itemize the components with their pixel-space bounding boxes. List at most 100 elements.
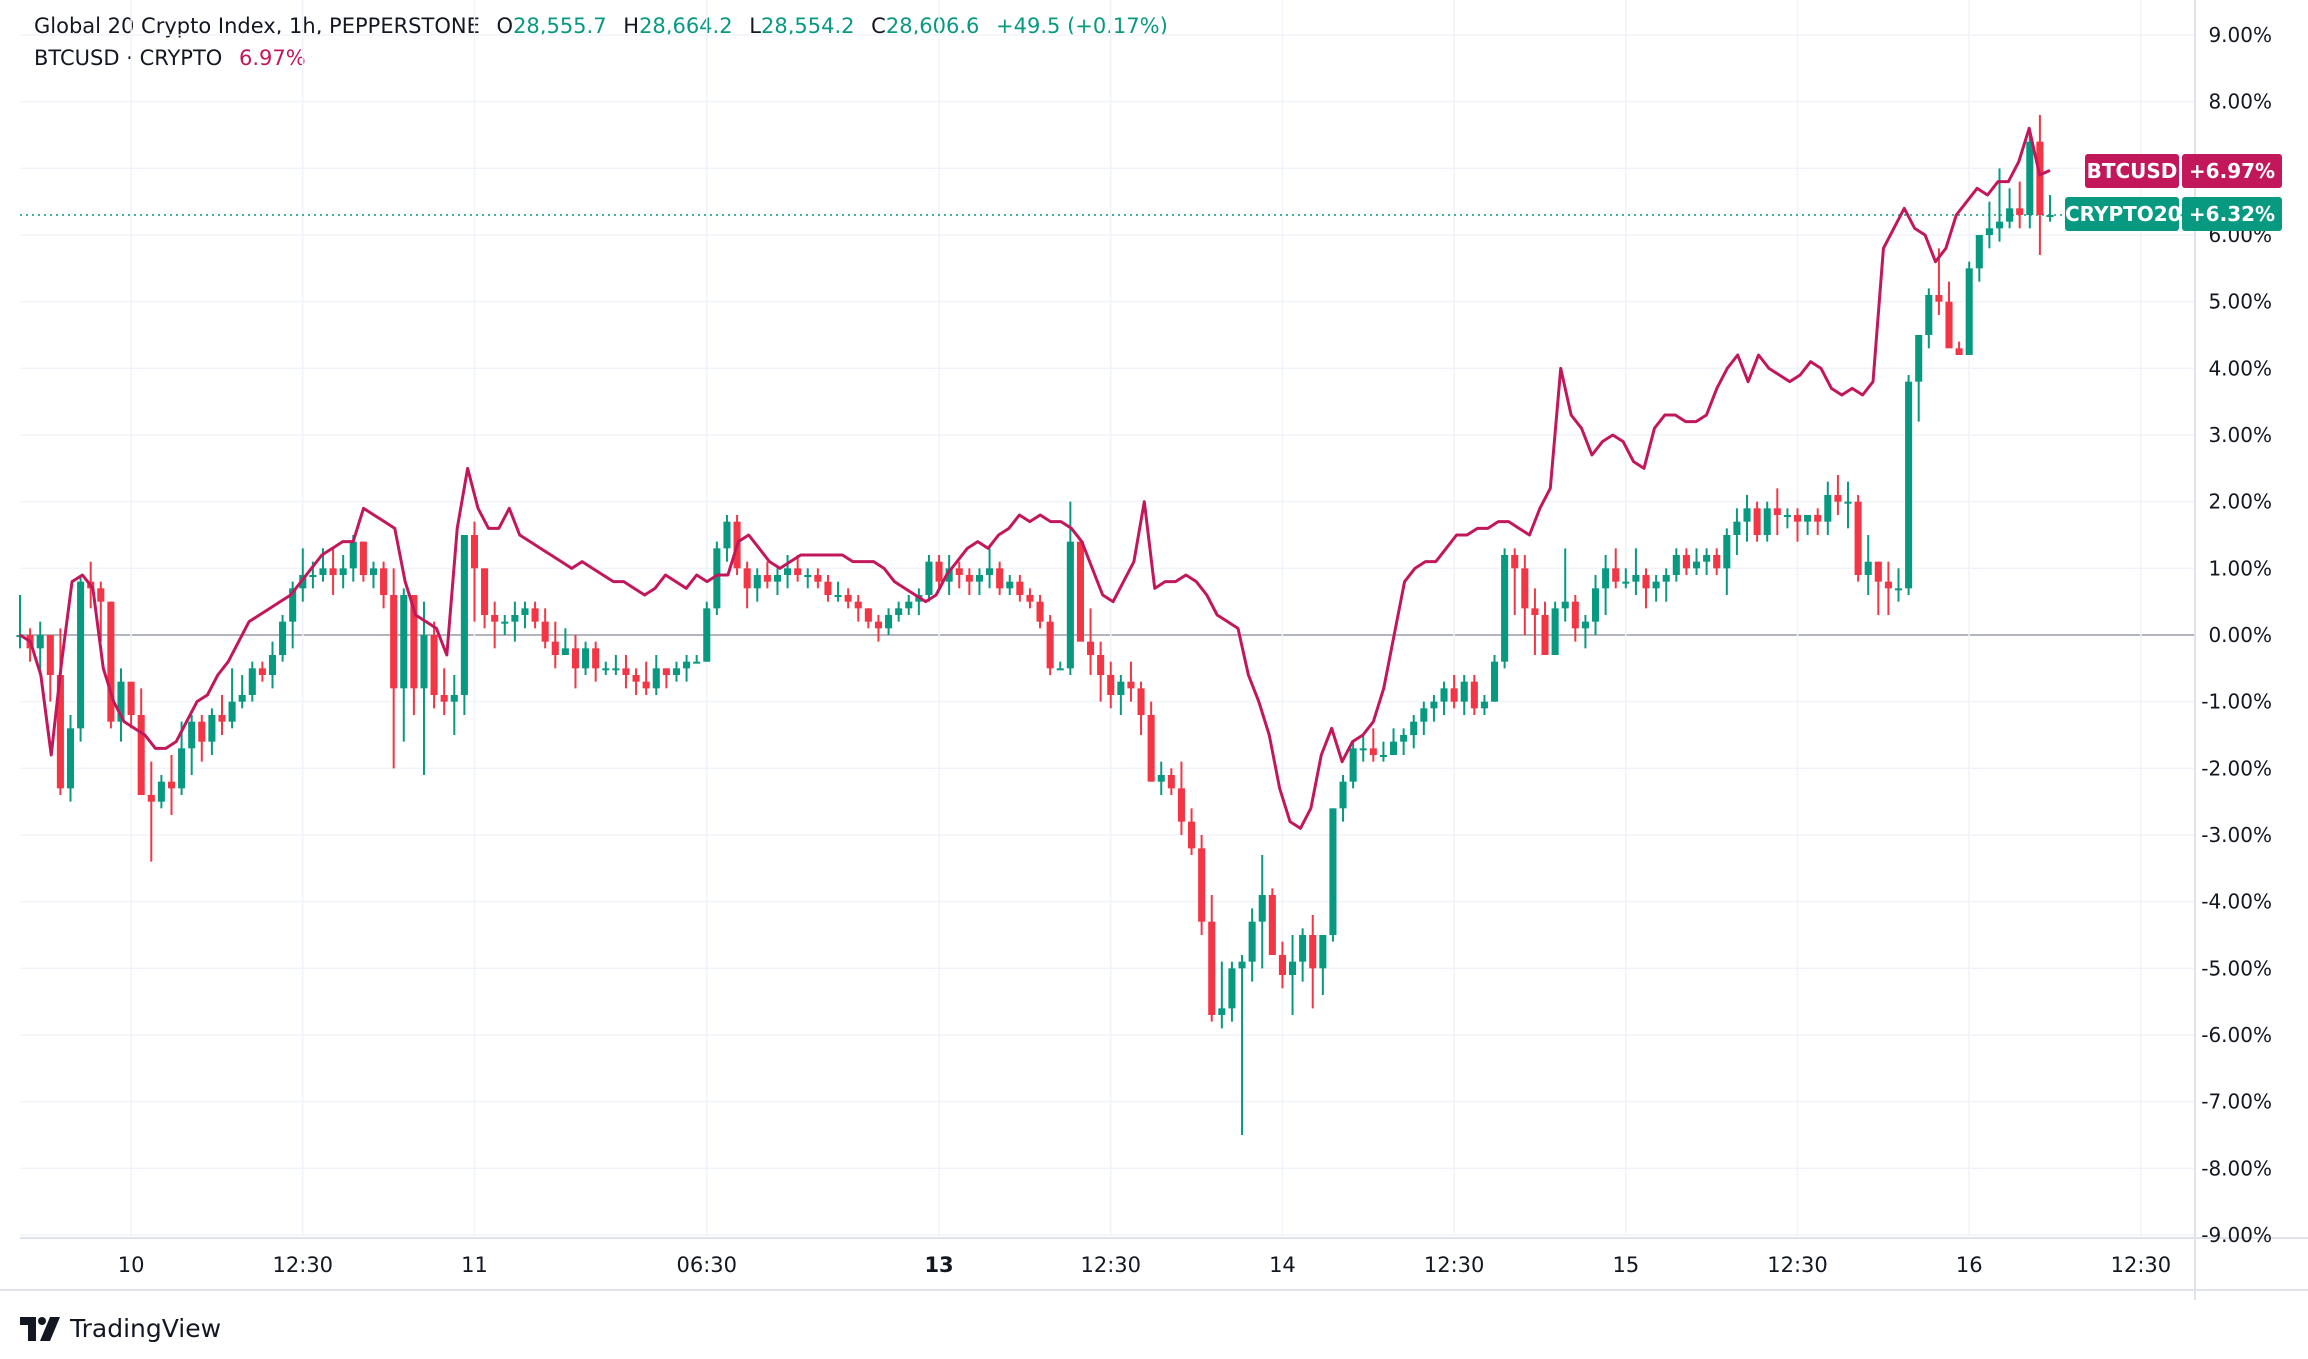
candle-body: [1632, 575, 1640, 582]
candle-body: [1692, 561, 1701, 569]
candle-body: [1723, 535, 1731, 569]
candle-body: [501, 621, 509, 624]
crypto20-price-tag-name: CRYPTO20: [2065, 197, 2182, 231]
candle-body: [1167, 775, 1175, 789]
candle-body: [248, 668, 256, 695]
y-tick-label: -3.00%: [2201, 823, 2272, 847]
candle-body: [198, 721, 206, 742]
candle-body: [1602, 568, 1610, 589]
candle-body: [571, 648, 580, 669]
candle-body: [1490, 661, 1499, 702]
candle-body: [1955, 348, 1963, 355]
candle-body: [753, 575, 761, 589]
candle-body: [1864, 561, 1872, 575]
candle-body: [1642, 575, 1650, 589]
candle-body: [1804, 515, 1812, 522]
candle-body: [1561, 601, 1569, 609]
candle-body: [1208, 921, 1216, 1015]
chart-grid: [0, 0, 2308, 1300]
candle-body: [975, 575, 983, 582]
candle-body: [784, 568, 792, 575]
candle-body: [1662, 575, 1670, 582]
candle-body: [1278, 955, 1286, 975]
candle-body: [1389, 741, 1398, 755]
candle-body: [390, 595, 398, 689]
candle-body: [1571, 601, 1579, 629]
y-tick-label: 1.00%: [2208, 556, 2272, 580]
candle-body: [1894, 588, 1903, 591]
y-tick-label: 4.00%: [2208, 356, 2272, 380]
candle-body: [521, 608, 529, 615]
candle-body: [1652, 581, 1660, 589]
candle-body: [592, 648, 600, 669]
y-tick-label: -6.00%: [2201, 1023, 2272, 1047]
x-tick-label: 11: [461, 1253, 488, 1277]
candle-body: [1147, 715, 1155, 782]
candle-body: [1127, 681, 1135, 689]
x-tick-label: 16: [1956, 1253, 1983, 1277]
candle-body: [188, 721, 196, 749]
candle-body: [1107, 675, 1115, 695]
candle-body: [1541, 615, 1549, 655]
candle-body: [369, 568, 378, 575]
candle-body: [319, 568, 327, 575]
candle-body: [1046, 621, 1054, 669]
candle-body: [713, 548, 721, 609]
y-tick-label: -8.00%: [2201, 1156, 2272, 1180]
legend-main-row: Global 20 Crypto Index, 1h, PEPPERSTONE …: [34, 10, 1168, 42]
candle-body: [66, 728, 75, 789]
candle-body: [561, 648, 569, 655]
candle-body: [1753, 508, 1761, 535]
candle-body: [430, 635, 438, 695]
legend-symbol[interactable]: Global 20 Crypto Index, 1h, PEPPERSTONE: [34, 14, 480, 38]
candle-body: [2046, 215, 2054, 217]
candle-body: [1531, 608, 1539, 615]
candle-body: [1379, 755, 1387, 757]
candle-body: [1198, 848, 1206, 922]
candle-body: [228, 701, 236, 722]
tradingview-brand[interactable]: TradingView: [20, 1314, 221, 1343]
compare-symbol[interactable]: BTCUSD · CRYPTO: [34, 46, 223, 70]
candle-body: [1036, 601, 1044, 622]
time-axis: 10 12:30 11 06:30 13 12:30 14 12:30 15 12:30 16 12:…: [118, 1253, 2171, 1277]
candle-body: [905, 601, 913, 609]
x-tick-label: 12:30: [2111, 1253, 2172, 1277]
candle-body: [77, 581, 85, 729]
candle-body: [551, 641, 559, 655]
candle-body: [440, 695, 448, 702]
candle-body: [1672, 555, 1680, 575]
candle-body: [309, 575, 317, 577]
candle-body: [1814, 515, 1822, 522]
candle-body: [743, 568, 751, 589]
candle-body: [642, 681, 650, 689]
x-tick-label: 12:30: [1080, 1253, 1141, 1277]
candle-body: [1299, 935, 1307, 962]
candle-body: [470, 535, 479, 569]
candle-body: [279, 621, 287, 655]
candle-body: [46, 635, 54, 675]
candle-body: [208, 715, 216, 742]
candle-body: [1975, 235, 1983, 269]
candle-body: [1228, 968, 1236, 1009]
candle-body: [773, 575, 781, 582]
candle-body: [2006, 208, 2014, 222]
candle-body: [1369, 748, 1377, 755]
candle-body: [662, 668, 670, 675]
candle-body: [1188, 821, 1196, 849]
candle-body: [1622, 581, 1630, 584]
candle-body: [1056, 668, 1064, 671]
y-tick-label: -9.00%: [2201, 1223, 2272, 1247]
legend-compare-row: BTCUSD · CRYPTO 6.97%: [34, 42, 1168, 74]
candle-body: [925, 561, 933, 595]
candle-body: [895, 608, 903, 615]
price-chart[interactable]: 10 12:30 11 06:30 13 12:30 14 12:30 15 12:30 16 12:…: [0, 0, 2308, 1300]
y-tick-label: -4.00%: [2201, 890, 2272, 914]
candle-body: [1177, 788, 1185, 822]
candle-body: [481, 568, 489, 615]
candle-body: [450, 695, 458, 702]
candle-body: [703, 608, 711, 662]
candle-body: [56, 675, 64, 789]
candle-body: [410, 595, 418, 689]
candle-body: [1016, 581, 1024, 595]
close-label: C: [871, 14, 886, 38]
